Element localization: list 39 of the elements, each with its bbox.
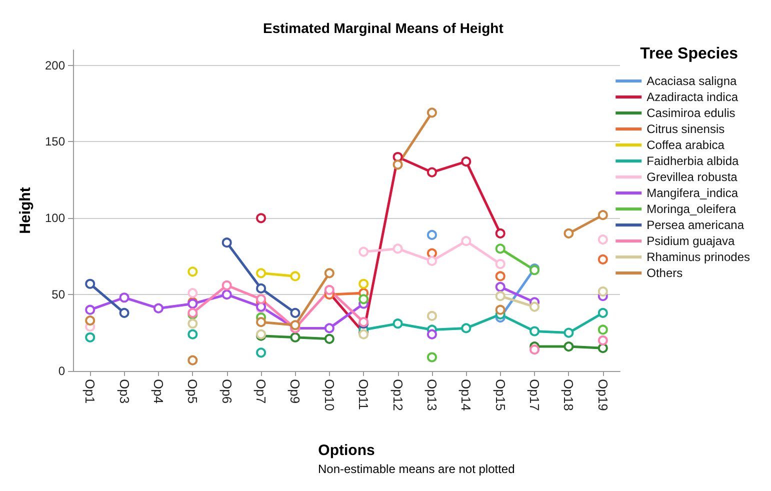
x-tick-label: Op6 [219,379,234,404]
legend-label: Citrus sinensis [646,122,725,136]
legend-title: Tree Species [640,46,738,62]
x-tick-label: Op7 [254,379,269,404]
x-tick-label: Op14 [458,379,474,411]
x-tick-label: Op13 [424,379,440,411]
x-tick-label: Op17 [527,379,542,411]
chart-title: Estimated Marginal Means of Height [263,20,504,36]
x-tick-label: Op3 [116,379,132,404]
x-tick-label: Op18 [561,379,576,411]
legend-label: Casimiroa edulis [646,106,736,120]
legend-label: Faidherbia albida [646,154,739,168]
x-axis-title: Options [318,442,375,459]
x-tick-label: Op9 [288,379,303,404]
legend-label: Grevillea robusta [646,170,738,184]
x-tick-label: Op12 [390,379,406,411]
legend-label: Rhaminus prinodes [646,250,750,264]
x-tick-label: Op11 [356,379,372,410]
x-tick-label: Op15 [492,379,508,411]
x-tick-label: Op1 [82,379,98,404]
legend-label: Moringa_oleifera [646,202,736,216]
legend-label: Mangifera_indica [646,186,738,200]
y-tick-label: 100 [44,211,66,226]
legend-label: Coffea arabica [646,138,725,152]
x-tick-label: Op4 [150,379,166,404]
y-tick-label: 50 [52,288,66,302]
y-axis-title: Height [17,187,34,234]
y-tick-label: 0 [58,364,66,378]
text: Non-estimable means are not plotted [318,462,515,476]
legend-label: Acaciasa saligna [646,74,737,88]
legend-label: Others [646,266,683,280]
legend-label: Azadiracta indica [646,90,738,104]
y-tick-label: 150 [44,134,66,149]
legend-label: Persea americana [646,218,744,232]
x-tick-label: Op19 [595,379,610,411]
x-tick-label: Op5 [185,379,200,404]
legend-label: Psidium guajava [646,234,735,248]
x-tick-label: Op10 [322,379,337,411]
y-tick-label: 200 [44,58,66,72]
